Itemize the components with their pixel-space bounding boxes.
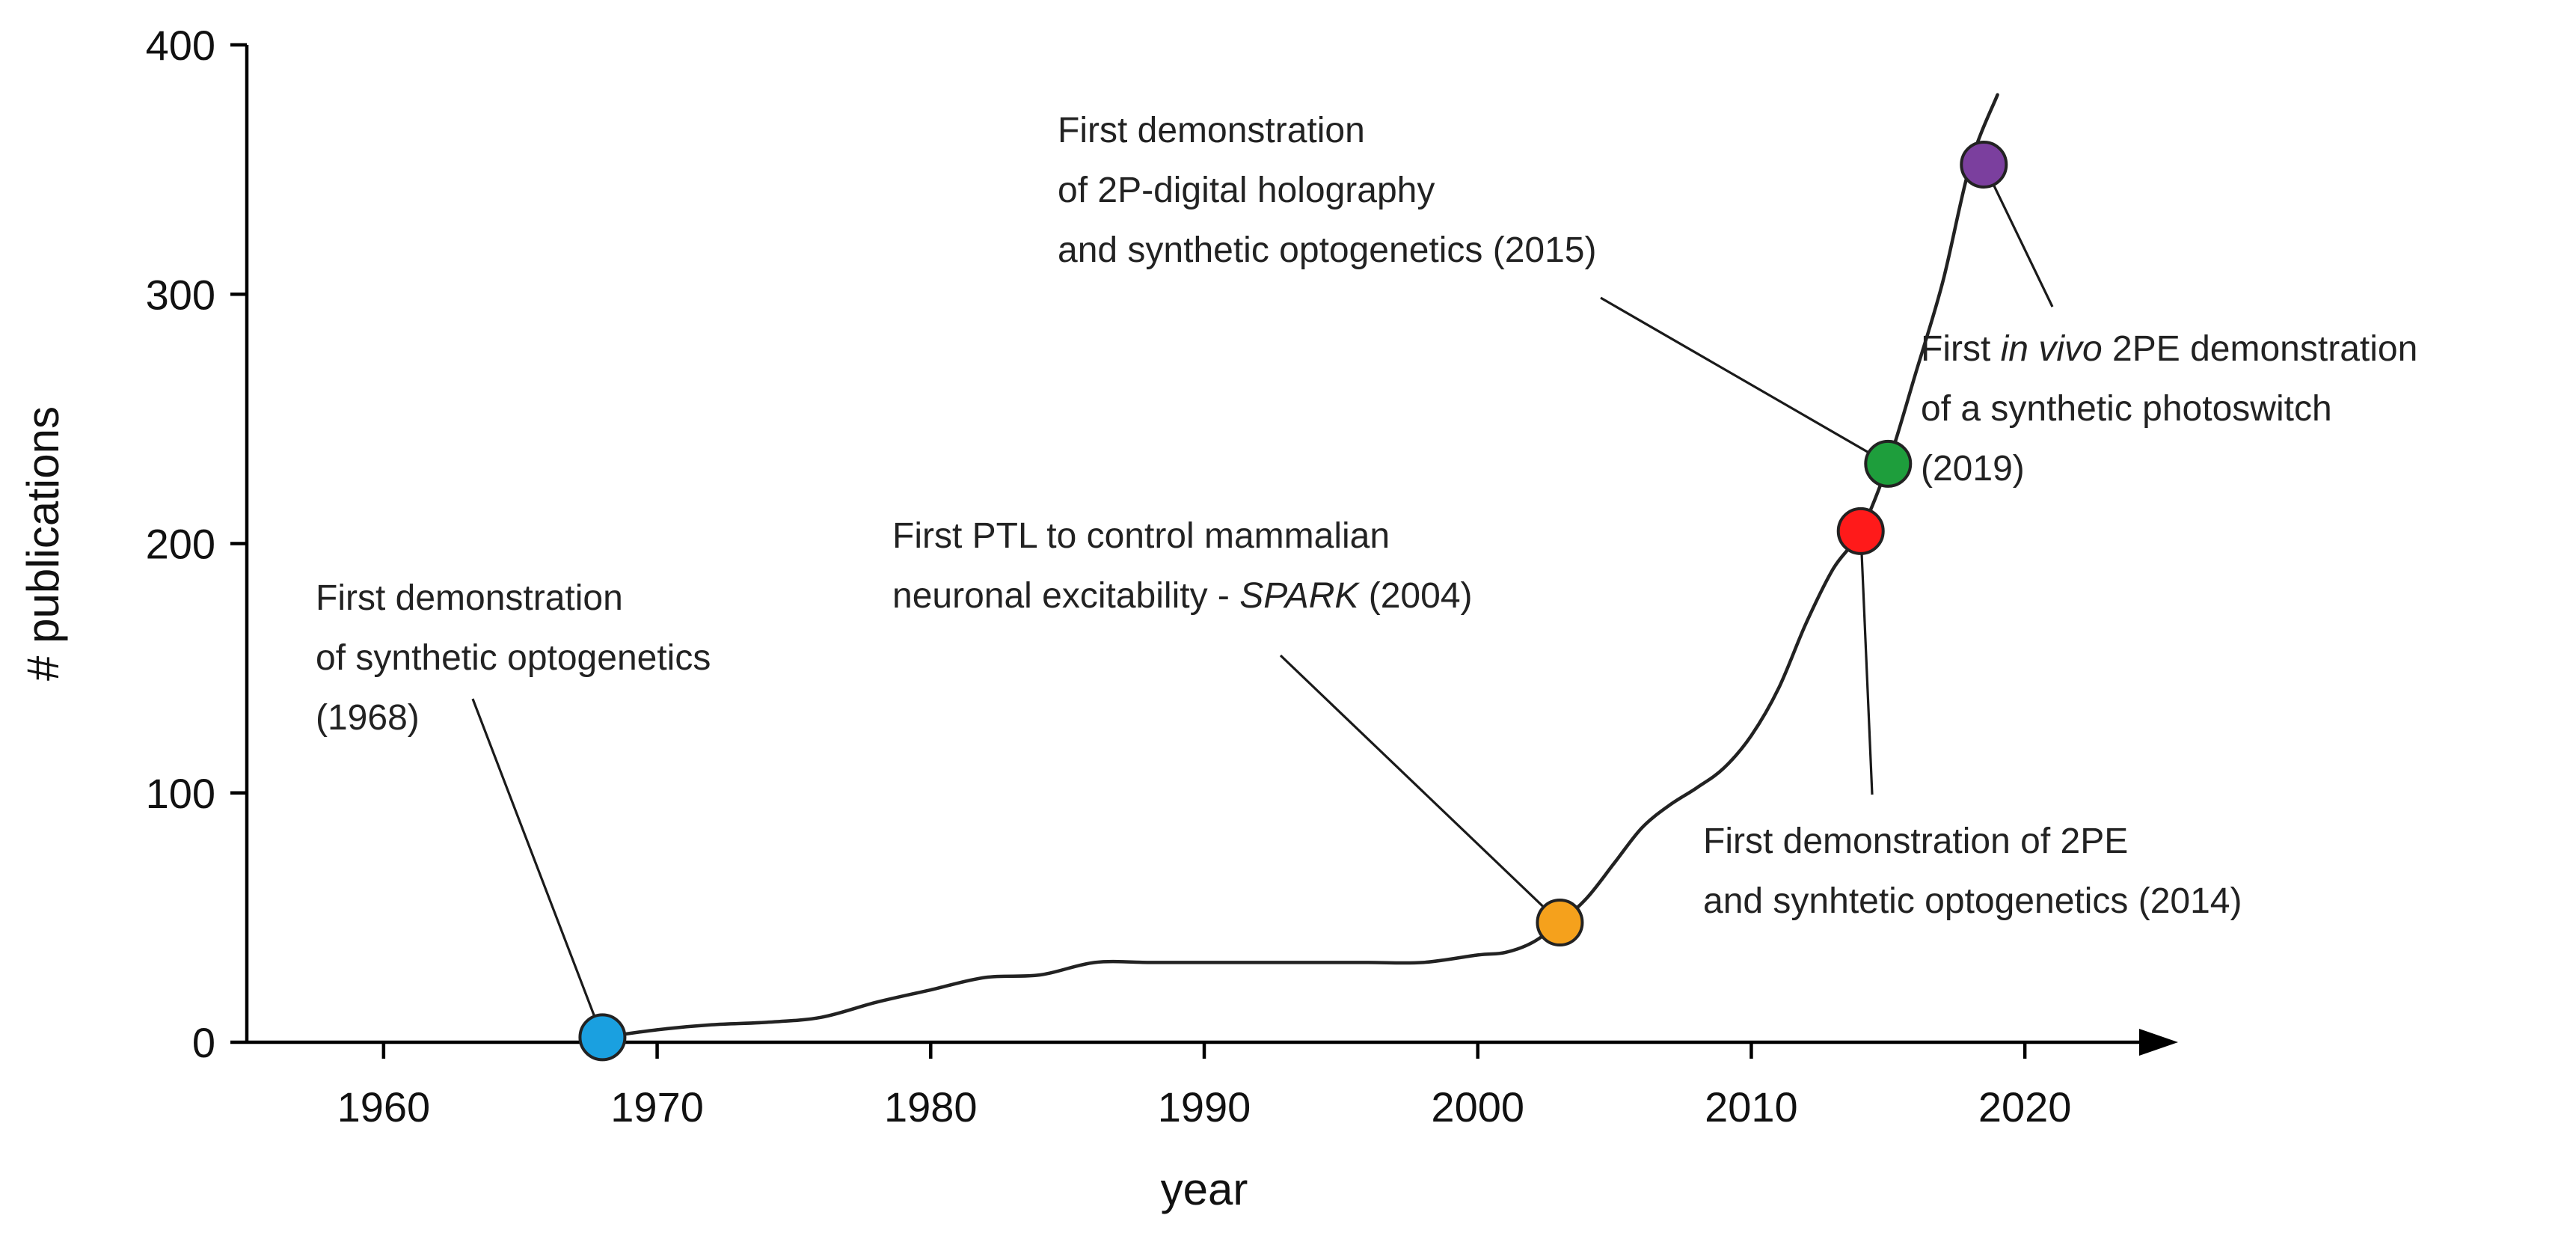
axes: 0 100 200 300 400 1960 1970 1980 1990 2000 2010 202…	[18, 22, 2178, 1214]
annotation-text-2015: of 2P-digital holography	[1058, 171, 1435, 210]
milestone-marker	[1864, 439, 1913, 488]
y-tick-label: 400	[146, 22, 215, 69]
annotation-text-2019: of a synthetic photoswitch	[1921, 389, 2332, 429]
milestone-marker	[1836, 507, 1885, 555]
x-axis-arrow	[2139, 1029, 2178, 1056]
x-tick-label: 1960	[337, 1083, 431, 1131]
milestone-marker	[1536, 899, 1584, 947]
y-tick-label: 0	[192, 1019, 215, 1066]
milestone-marker	[1960, 140, 2008, 189]
milestone-markers	[578, 140, 2008, 1062]
annotation-text-1968: of synthetic optogenetics	[316, 638, 711, 678]
x-tick-label: 2010	[1705, 1083, 1798, 1131]
x-axis-title: year	[1161, 1164, 1248, 1214]
y-tick-label: 200	[146, 521, 215, 568]
annotation-text-2004: First PTL to control mammalian	[892, 516, 1390, 556]
annotation-text-2019: (2019)	[1921, 449, 2025, 489]
x-tick-label: 2020	[1978, 1083, 2072, 1131]
x-tick-label: 1980	[884, 1083, 978, 1131]
annotation-leaders	[471, 164, 2054, 1038]
annotation-text-2014: First demonstration of 2PE	[1703, 822, 2128, 861]
annotation-text-1968: (1968)	[316, 698, 420, 738]
annotation-text-2014: and synhtetic optogenetics (2014)	[1703, 881, 2242, 921]
x-tick-label: 2000	[1431, 1083, 1524, 1131]
annotation-text-2015: First demonstration	[1058, 111, 1365, 150]
y-tick-label: 300	[146, 271, 215, 318]
y-axis-title: # publications	[18, 406, 68, 681]
leader-line	[471, 698, 604, 1038]
y-tick-label: 100	[146, 770, 215, 817]
annotations: First demonstration of synthetic optogene…	[316, 111, 2417, 921]
leader-line	[1982, 164, 2054, 308]
annotation-text-2015: and synthetic optogenetics (2015)	[1058, 230, 1596, 270]
leader-line	[1859, 530, 1874, 795]
annotation-text-2019: First in vivo 2PE demonstration	[1921, 329, 2417, 369]
leader-line	[1600, 296, 1889, 465]
milestone-marker	[578, 1013, 627, 1062]
leader-line	[1279, 654, 1561, 924]
x-tick-label: 1970	[610, 1083, 704, 1131]
x-tick-label: 1990	[1158, 1083, 1251, 1131]
annotation-text-1968: First demonstration	[316, 578, 623, 618]
annotation-text-2004: neuronal excitability - SPARK (2004)	[892, 576, 1473, 616]
